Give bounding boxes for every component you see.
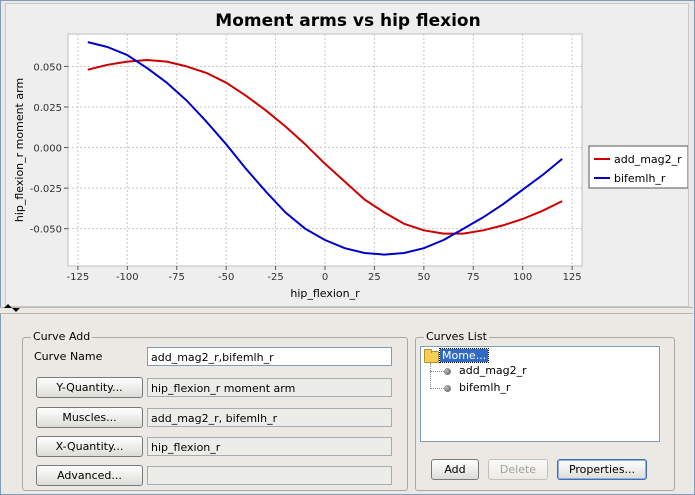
tree-item-label[interactable]: add_mag2_r <box>459 364 527 377</box>
curve-bullet-icon <box>444 368 451 375</box>
chart-title: Moment arms vs hip flexion <box>215 11 480 31</box>
x-axis-label: hip_flexion_r <box>290 287 360 300</box>
chart-panel: Moment arms vs hip flexion -125 -100 -75 -5… <box>5 3 689 307</box>
tree-connector <box>430 363 431 389</box>
x-tick-label: 25 <box>368 272 381 283</box>
chart: Moment arms vs hip flexion -125 -100 -75 -5… <box>13 11 688 300</box>
curve-add-group: Curve Add <box>22 330 408 491</box>
curves-list-title: Curves List <box>424 330 489 343</box>
legend-label-add-mag2: add_mag2_r <box>614 153 682 166</box>
legend-box <box>588 145 688 189</box>
grid-lines <box>68 34 582 266</box>
x-tick-label: 75 <box>467 272 480 283</box>
x-tick-label: 0 <box>322 272 328 283</box>
muscles-button[interactable]: Muscles... <box>36 407 143 428</box>
x-axis-ticks: -125 -100 -75 -50 -25 0 25 50 75 100 125 <box>67 266 582 283</box>
tree-item-add-mag2[interactable]: add_mag2_r <box>459 363 527 379</box>
x-quantity-field: hip_flexion_r <box>147 437 392 456</box>
advanced-field <box>147 466 392 485</box>
x-tick-label: 100 <box>513 272 532 283</box>
curves-tree[interactable]: Mome... add_mag2_r bifemlh_r <box>420 346 660 442</box>
y-tick-label: -0.050 <box>30 225 62 236</box>
muscles-field: add_mag2_r, bifemlh_r <box>147 408 392 427</box>
series-line-add-mag2-r <box>87 59 563 235</box>
y-tick-label: -0.025 <box>30 184 62 195</box>
add-button[interactable]: Add <box>431 459 479 480</box>
y-tick-label: 0.050 <box>33 62 62 73</box>
series-line-bifemlh-r <box>87 41 563 256</box>
legend: add_mag2_r bifemlh_r <box>588 145 688 189</box>
y-tick-label: 0.025 <box>33 103 62 114</box>
x-tick-label: -25 <box>267 272 283 283</box>
folder-icon <box>424 349 439 363</box>
tree-connector <box>430 388 444 389</box>
advanced-button[interactable]: Advanced... <box>36 465 143 486</box>
curve-name-field[interactable]: add_mag2_r,bifemlh_r <box>147 347 392 366</box>
x-tick-label: -125 <box>67 272 90 283</box>
x-tick-label: -100 <box>116 272 139 283</box>
y-quantity-field: hip_flexion_r moment arm <box>147 378 392 397</box>
x-tick-label: -50 <box>218 272 234 283</box>
x-tick-label: 125 <box>563 272 582 283</box>
tree-connector <box>430 371 444 372</box>
x-quantity-button[interactable]: X-Quantity... <box>36 436 143 457</box>
properties-button[interactable]: Properties... <box>557 459 647 480</box>
curve-name-label: Curve Name <box>34 350 103 363</box>
expand-down-icon[interactable] <box>12 308 20 312</box>
collapse-up-icon[interactable] <box>4 304 12 308</box>
curves-list-group: Curves List <box>415 330 675 491</box>
curve-bullet-icon <box>444 385 451 392</box>
delete-button: Delete <box>488 459 548 480</box>
y-quantity-button[interactable]: Y-Quantity... <box>36 377 143 398</box>
split-divider[interactable] <box>0 304 693 314</box>
x-tick-label: 50 <box>417 272 430 283</box>
tree-root[interactable]: Mome... <box>438 348 490 364</box>
curve-add-title: Curve Add <box>31 330 93 343</box>
y-axis-label: hip_flexion_r moment arm <box>13 78 26 222</box>
tree-item-bifemlh[interactable]: bifemlh_r <box>459 380 510 396</box>
x-tick-label: -75 <box>169 272 185 283</box>
y-tick-label: 0.000 <box>33 144 62 155</box>
tree-item-label[interactable]: bifemlh_r <box>459 381 511 394</box>
tree-root-label[interactable]: Mome... <box>438 348 490 363</box>
legend-label-bifemlh: bifemlh_r <box>614 172 666 185</box>
y-axis-ticks: 0.050 0.025 0.000 -0.025 -0.050 <box>30 62 68 236</box>
series-layer <box>87 41 563 256</box>
